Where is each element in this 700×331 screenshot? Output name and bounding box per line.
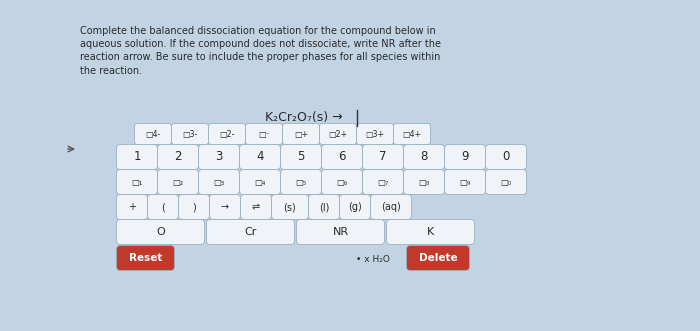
Text: □₈: □₈ [419, 177, 430, 186]
Text: (: ( [161, 202, 165, 212]
Text: □2+: □2+ [328, 129, 348, 138]
FancyBboxPatch shape [116, 219, 204, 245]
Text: 4: 4 [256, 151, 264, 164]
Text: →: → [221, 202, 229, 212]
Text: • x H₂O: • x H₂O [356, 256, 390, 264]
Text: ⇌: ⇌ [252, 202, 260, 212]
Text: □₉: □₉ [459, 177, 470, 186]
FancyBboxPatch shape [158, 169, 199, 195]
FancyBboxPatch shape [321, 169, 363, 195]
FancyBboxPatch shape [272, 195, 309, 219]
FancyBboxPatch shape [297, 219, 384, 245]
Text: □2-: □2- [219, 129, 234, 138]
FancyBboxPatch shape [148, 195, 178, 219]
Text: 7: 7 [379, 151, 386, 164]
Text: K₂Cr₂O₇(s) →: K₂Cr₂O₇(s) → [265, 112, 342, 124]
Text: (aq): (aq) [381, 202, 401, 212]
Text: □₅: □₅ [295, 177, 307, 186]
Text: ): ) [192, 202, 196, 212]
FancyBboxPatch shape [370, 195, 412, 219]
FancyBboxPatch shape [239, 169, 281, 195]
Text: 9: 9 [461, 151, 469, 164]
FancyBboxPatch shape [199, 169, 239, 195]
FancyBboxPatch shape [486, 169, 526, 195]
Text: (g): (g) [348, 202, 362, 212]
Text: □₂: □₂ [172, 177, 183, 186]
FancyBboxPatch shape [363, 169, 403, 195]
FancyBboxPatch shape [209, 195, 241, 219]
Text: +: + [128, 202, 136, 212]
Text: Cr: Cr [244, 227, 257, 237]
Text: □4+: □4+ [402, 129, 421, 138]
FancyBboxPatch shape [403, 145, 444, 169]
FancyBboxPatch shape [403, 169, 444, 195]
Text: 6: 6 [338, 151, 346, 164]
FancyBboxPatch shape [321, 145, 363, 169]
Text: □3+: □3+ [365, 129, 384, 138]
Text: □₃: □₃ [214, 177, 225, 186]
FancyBboxPatch shape [241, 195, 272, 219]
Text: □3-: □3- [182, 129, 197, 138]
FancyBboxPatch shape [116, 145, 158, 169]
FancyBboxPatch shape [486, 145, 526, 169]
Text: 0: 0 [503, 151, 510, 164]
FancyBboxPatch shape [281, 169, 321, 195]
Text: □⁻: □⁻ [258, 129, 270, 138]
Text: Delete: Delete [419, 253, 457, 263]
FancyBboxPatch shape [444, 169, 486, 195]
Text: □₀: □₀ [500, 177, 512, 186]
FancyBboxPatch shape [444, 145, 486, 169]
Text: □4-: □4- [146, 129, 161, 138]
FancyBboxPatch shape [178, 195, 209, 219]
FancyBboxPatch shape [283, 123, 319, 145]
Text: □₄: □₄ [254, 177, 266, 186]
FancyBboxPatch shape [116, 195, 148, 219]
Text: K: K [427, 227, 434, 237]
Text: □₁: □₁ [132, 177, 143, 186]
Text: 3: 3 [216, 151, 223, 164]
FancyBboxPatch shape [340, 195, 370, 219]
FancyBboxPatch shape [209, 123, 246, 145]
FancyBboxPatch shape [309, 195, 340, 219]
FancyBboxPatch shape [356, 123, 393, 145]
Text: 5: 5 [298, 151, 304, 164]
Text: NR: NR [332, 227, 349, 237]
Text: 2: 2 [174, 151, 182, 164]
Text: □₇: □₇ [377, 177, 388, 186]
Text: O: O [156, 227, 165, 237]
FancyBboxPatch shape [134, 123, 172, 145]
Text: 1: 1 [133, 151, 141, 164]
FancyBboxPatch shape [199, 145, 239, 169]
FancyBboxPatch shape [393, 123, 430, 145]
FancyBboxPatch shape [246, 123, 283, 145]
FancyBboxPatch shape [386, 219, 475, 245]
Text: □₆: □₆ [337, 177, 348, 186]
Text: (s): (s) [284, 202, 296, 212]
FancyBboxPatch shape [172, 123, 209, 145]
FancyBboxPatch shape [407, 246, 470, 270]
FancyBboxPatch shape [206, 219, 295, 245]
Text: □+: □+ [294, 129, 308, 138]
Text: Reset: Reset [129, 253, 162, 263]
FancyBboxPatch shape [239, 145, 281, 169]
FancyBboxPatch shape [281, 145, 321, 169]
FancyBboxPatch shape [363, 145, 403, 169]
FancyBboxPatch shape [319, 123, 356, 145]
Text: 8: 8 [420, 151, 428, 164]
FancyBboxPatch shape [116, 169, 158, 195]
FancyBboxPatch shape [158, 145, 199, 169]
Text: Complete the balanced dissociation equation for the compound below in
aqueous so: Complete the balanced dissociation equat… [80, 26, 441, 75]
FancyBboxPatch shape [116, 246, 174, 270]
Text: (l): (l) [318, 202, 329, 212]
